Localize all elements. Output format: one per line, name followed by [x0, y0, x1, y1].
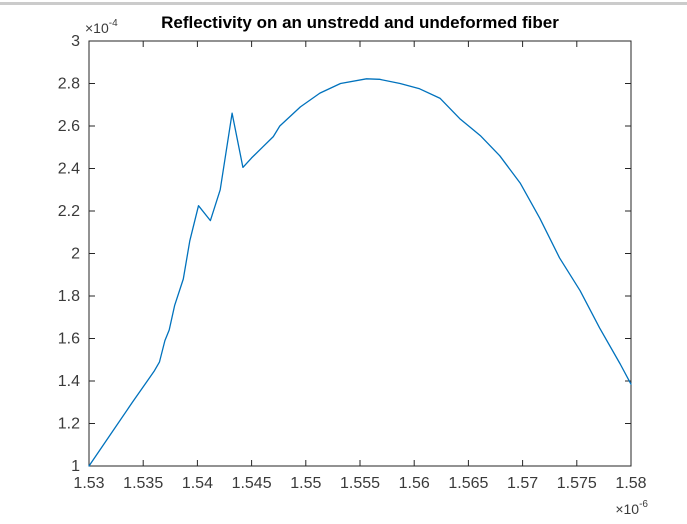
y-tick-label: 1.2	[58, 416, 80, 433]
y-tick-label: 2.8	[58, 76, 80, 93]
x-tick-label: 1.53	[73, 475, 104, 492]
reflectivity-curve	[88, 78, 632, 467]
y-tick-label: 2.4	[58, 161, 80, 178]
y-tick-label: 2.2	[58, 203, 80, 220]
x-axis-exponent-label: ×10-6	[615, 499, 648, 517]
x-tick-label: 1.54	[182, 475, 213, 492]
x-tick-label: 1.565	[448, 475, 488, 492]
axes-box	[88, 40, 632, 467]
x-tick-label: 1.55	[290, 475, 321, 492]
x-tick-label: 1.575	[557, 475, 597, 492]
x-exponent-power: -6	[639, 499, 648, 510]
x-tick-label: 1.57	[507, 475, 538, 492]
window-top-edge	[0, 2, 687, 5]
y-exponent-base: ×10	[85, 20, 109, 36]
x-tick-label: 1.58	[615, 475, 646, 492]
y-tick-label: 1	[71, 458, 80, 475]
y-tick-label: 1.6	[58, 331, 80, 348]
x-exponent-base: ×10	[615, 501, 639, 517]
x-axis-tick-labels: 1.53 1.535 1.54 1.545 1.55 1.555 1.56 1.565 1.57…	[73, 475, 646, 492]
y-axis-exponent-label: ×10-4	[85, 18, 118, 36]
chart-title: Reflectivity on an unstredd and undeform…	[161, 13, 559, 32]
y-tick-label: 2.6	[58, 118, 80, 135]
y-tick-label: 1.4	[58, 373, 80, 390]
x-tick-label: 1.56	[399, 475, 430, 492]
y-tick-label: 1.8	[58, 288, 80, 305]
axis-tick-marks	[88, 40, 632, 467]
x-tick-label: 1.545	[232, 475, 272, 492]
y-exponent-power: -4	[109, 18, 118, 29]
y-tick-label: 2	[71, 246, 80, 263]
x-tick-label: 1.535	[123, 475, 163, 492]
x-tick-label: 1.555	[340, 475, 380, 492]
y-axis-tick-labels: 1 1.2 1.4 1.6 1.8 2 2.2 2.4 2.6 2.8 3	[58, 33, 80, 475]
y-tick-label: 3	[71, 33, 80, 50]
